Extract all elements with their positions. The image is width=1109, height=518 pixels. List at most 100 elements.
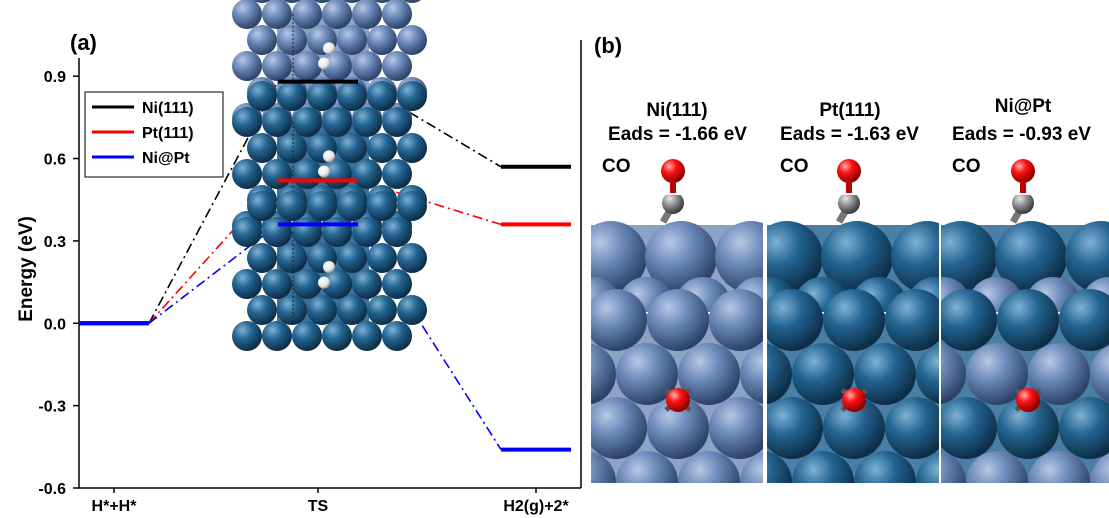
top-view-atom	[591, 289, 647, 351]
slab-atom	[382, 159, 412, 189]
slab-atom	[247, 25, 277, 55]
surface-atom	[891, 221, 939, 293]
material-label-ni: Ni(111)	[646, 100, 708, 121]
eads-label-pt: Eads = -1.63 eV	[780, 124, 919, 145]
slab-atom	[397, 191, 427, 221]
oxygen-atom-top	[1016, 388, 1040, 412]
oxygen-atom	[661, 159, 685, 183]
slab-atom	[352, 321, 382, 351]
slab-atom	[337, 81, 367, 111]
slab-atom	[367, 191, 397, 221]
slab-atom	[367, 25, 397, 55]
x-tick-label: H2(g)+2*	[503, 498, 569, 515]
top-view-atom	[997, 397, 1059, 459]
top-view-atom	[854, 451, 916, 483]
top-view-atom	[997, 289, 1059, 351]
slab-atom	[262, 321, 292, 351]
slab-atom	[292, 321, 322, 351]
top-view-atom	[678, 343, 740, 405]
x-ticks: H*+H* TS H2(g)+2*	[92, 488, 569, 515]
top-view-atom	[767, 397, 823, 459]
slab-atom	[382, 51, 412, 81]
slab-atom	[262, 217, 292, 247]
slab-atom	[382, 0, 412, 29]
top-view-atom	[709, 397, 763, 459]
slab-atom	[322, 321, 352, 351]
slab-atom	[277, 25, 307, 55]
slab-atom	[352, 107, 382, 137]
slab-atom	[247, 243, 277, 273]
co-label-pt: CO	[780, 156, 809, 177]
slab-atom	[397, 25, 427, 55]
legend-label: Pt(111)	[142, 125, 194, 142]
slab-atom	[232, 159, 262, 189]
slab-atom	[337, 25, 367, 55]
top-view-atom	[767, 451, 792, 483]
y-tick-label: 0.0	[44, 316, 66, 333]
slab-atom	[367, 243, 397, 273]
top-view-atom	[591, 451, 616, 483]
slab-atom	[277, 133, 307, 163]
slab-atom	[382, 269, 412, 299]
slab-atom	[307, 191, 337, 221]
slab-atom	[337, 295, 367, 325]
top-view-atom	[941, 397, 997, 459]
slab-atom	[247, 81, 277, 111]
top-view-atom	[941, 289, 997, 351]
panel-b-label: (b)	[594, 33, 623, 58]
material-label-nipt: Ni@Pt	[994, 96, 1052, 117]
y-axis-label: Energy (eV)	[16, 216, 37, 322]
adsorption-structures	[591, 159, 1109, 483]
slab-atom	[253, 0, 271, 3]
top-view-atom	[767, 289, 823, 351]
slab-atom	[247, 133, 277, 163]
top-view-atom	[1028, 451, 1090, 483]
slab-atom	[367, 81, 397, 111]
top-view-atom	[740, 344, 763, 404]
top-view-atom	[647, 397, 709, 459]
co-label-ni: CO	[602, 156, 631, 177]
slab-atom	[382, 217, 412, 247]
y-tick-label: 0.9	[44, 69, 66, 86]
slab-atom	[292, 107, 322, 137]
carbon-atom	[1012, 195, 1034, 214]
top-view-atom	[1090, 345, 1109, 403]
oxygen-atom	[1011, 159, 1035, 183]
co-label-nipt: CO	[952, 156, 981, 177]
top-view-atom	[591, 397, 647, 459]
top-view-atom	[885, 289, 939, 351]
top-view-atom	[941, 451, 966, 483]
y-tick-label: 0.3	[44, 234, 66, 251]
slab-atom	[322, 0, 352, 29]
top-view-atom	[616, 343, 678, 405]
slab-atom	[232, 51, 262, 81]
top-view-atom	[1059, 397, 1109, 459]
slab-atom	[232, 321, 262, 351]
top-view-atom	[792, 451, 854, 483]
legend-label: Ni@Pt	[142, 150, 190, 167]
legend: Ni(111) Pt(111) Ni@Pt	[84, 91, 224, 178]
slab-atom	[292, 269, 322, 299]
slab-atom	[373, 0, 391, 3]
slab-atom	[277, 243, 307, 273]
slab-atom	[337, 191, 367, 221]
slab-atom	[313, 0, 331, 3]
x-tick-label: H*+H*	[92, 498, 138, 515]
structure-0	[591, 159, 763, 483]
slab-atom	[262, 159, 292, 189]
slab-atom	[337, 243, 367, 273]
energy-levels	[79, 79, 571, 452]
hydrogen-atom	[323, 260, 335, 273]
surface-atom	[715, 221, 763, 293]
slab-atom	[283, 0, 301, 3]
ts-structure-nipt	[232, 191, 427, 351]
top-view-atom	[823, 397, 885, 459]
structure-2	[941, 159, 1109, 483]
panel-a-label: (a)	[70, 30, 97, 55]
slab-atom	[307, 81, 337, 111]
top-view-atom	[709, 289, 763, 351]
surface-atom	[941, 221, 997, 293]
top-view-atom	[792, 343, 854, 405]
x-tick-label: TS	[308, 498, 329, 515]
top-view-atom	[916, 344, 939, 404]
